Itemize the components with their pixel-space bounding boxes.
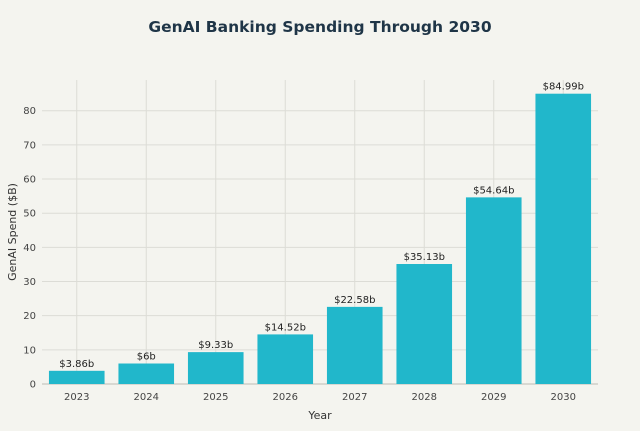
- x-tick-label: 2023: [64, 392, 89, 403]
- bar: [327, 307, 383, 384]
- y-tick-label: 20: [23, 311, 36, 322]
- bars: [49, 94, 591, 384]
- x-tick-label: 2028: [412, 392, 437, 403]
- bar: [188, 352, 244, 384]
- y-tick-label: 50: [23, 209, 36, 220]
- bar-data-label: $22.58b: [334, 295, 375, 306]
- y-axis-ticks: 0 10 20 30 40 50 60 70 80: [23, 106, 36, 390]
- bar: [535, 94, 591, 384]
- bar-data-label: $6b: [137, 352, 156, 363]
- bar-data-label: $54.64b: [473, 185, 514, 196]
- y-tick-label: 70: [23, 140, 36, 151]
- x-tick-label: 2029: [481, 392, 506, 403]
- x-tick-label: 2027: [342, 392, 367, 403]
- bar-data-label: $3.86b: [59, 359, 94, 370]
- y-tick-label: 0: [30, 380, 36, 391]
- bar: [396, 264, 452, 384]
- x-tick-label: 2024: [134, 392, 159, 403]
- bar-data-label: $84.99b: [543, 82, 584, 93]
- y-axis-title: GenAI Spend ($B): [6, 183, 19, 281]
- bar-data-label: $9.33b: [198, 340, 233, 351]
- y-tick-label: 60: [23, 175, 36, 186]
- y-tick-label: 80: [23, 106, 36, 117]
- bar: [49, 371, 105, 384]
- chart-title: GenAI Banking Spending Through 2030: [148, 18, 491, 36]
- bar: [118, 364, 174, 384]
- y-tick-label: 10: [23, 345, 36, 356]
- bar: [466, 197, 522, 384]
- bar-data-label: $14.52b: [265, 322, 306, 333]
- y-tick-label: 40: [23, 243, 36, 254]
- y-tick-label: 30: [23, 277, 36, 288]
- x-axis-ticks: 2023 2024 2025 2026 2027 2028 2029 2030: [64, 392, 576, 403]
- x-axis-title: Year: [307, 409, 332, 422]
- x-tick-label: 2030: [551, 392, 576, 403]
- bar: [257, 334, 313, 384]
- bar-data-label: $35.13b: [404, 252, 445, 263]
- x-tick-label: 2026: [273, 392, 298, 403]
- x-tick-label: 2025: [203, 392, 228, 403]
